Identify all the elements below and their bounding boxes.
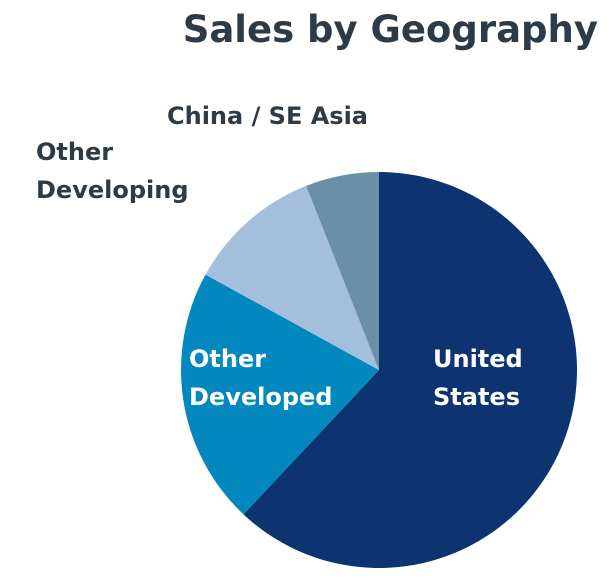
slice-label: Other Developing [36,138,189,204]
pie-slice [181,274,379,515]
pie-slice [243,172,578,568]
chart-title: Sales by Geography [182,8,598,51]
slice-label: United States [433,345,523,411]
slice-label: Other Developed [189,345,333,411]
pie-slice [306,172,379,370]
pie-slice [205,185,379,370]
slice-label: China / SE Asia [167,102,368,130]
